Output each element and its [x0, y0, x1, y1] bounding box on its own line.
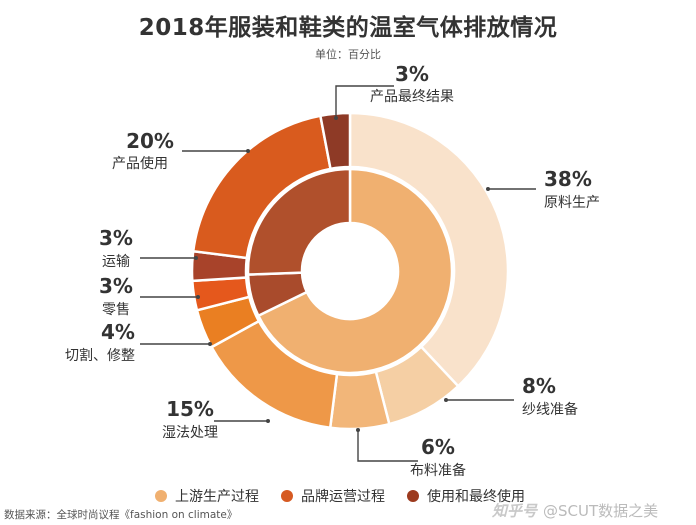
percent-label-3: 6%: [421, 435, 455, 459]
leader-line-9: [335, 85, 394, 118]
percent-label-1: 38%: [544, 167, 592, 191]
inner-ring: [246, 167, 454, 375]
leader-dot-9: [334, 116, 338, 120]
leader-dot-1: [486, 187, 490, 191]
leader-dot-6: [196, 295, 200, 299]
leader-dot-4: [266, 419, 270, 423]
inner-slice-1: [256, 167, 454, 375]
watermark-logo: 知乎号: [492, 502, 538, 520]
data-source: 数据来源：全球时尚议程《fashion on climate》: [4, 509, 238, 521]
outer-ring: [190, 111, 510, 431]
leader-dot-3: [356, 428, 360, 432]
percent-label-9: 3%: [395, 62, 429, 86]
category-label-6: 零售: [102, 302, 130, 318]
legend-swatch-1: [155, 490, 167, 502]
outer-slice-9: [318, 111, 352, 171]
data-labels: 38% 原料生产 8% 纱线准备 6% 布料准备 15% 湿法处理 4% 切割、修整 3% 零售 3% 运…: [65, 62, 600, 479]
percent-label-6: 3%: [99, 274, 133, 298]
percent-label-2: 8%: [522, 374, 556, 398]
category-label-4: 湿法处理: [162, 425, 218, 441]
percent-label-4: 15%: [166, 397, 214, 421]
leader-line-3: [357, 430, 418, 462]
legend-label-3: 使用和最终使用: [427, 489, 525, 505]
legend-label-1: 上游生产过程: [175, 489, 259, 505]
leader-lines: [140, 85, 536, 462]
percent-label-5: 4%: [101, 320, 135, 344]
category-label-5: 切割、修整: [65, 347, 135, 364]
category-label-7: 运输: [102, 254, 130, 270]
legend: 上游生产过程 品牌运营过程 使用和最终使用: [155, 486, 547, 506]
legend-swatch-3: [407, 490, 419, 502]
inner-slice-3: [246, 167, 352, 276]
chart-title: 2018年服装和鞋类的温室气体排放情况: [138, 15, 558, 41]
watermark: 知乎号 @SCUT数据之美: [492, 500, 658, 521]
donut-chart: 38% 原料生产 8% 纱线准备 6% 布料准备 15% 湿法处理 4% 切割、修整 3% 零售 3% 运…: [65, 62, 600, 479]
category-label-3: 布料准备: [410, 462, 466, 479]
category-label-2: 纱线准备: [522, 401, 578, 418]
legend-item-2: 品牌运营过程: [281, 486, 385, 506]
category-label-8: 产品使用: [112, 155, 168, 172]
legend-item-3: 使用和最终使用: [407, 486, 525, 506]
legend-swatch-2: [281, 490, 293, 502]
chart-subtitle: 单位：百分比: [315, 48, 381, 61]
leader-dot-2: [444, 398, 448, 402]
leader-dot-7: [194, 256, 198, 260]
category-label-1: 原料生产: [544, 195, 600, 211]
percent-label-8: 20%: [126, 129, 174, 153]
outer-slice-1: [348, 111, 510, 388]
category-label-9: 产品最终结果: [370, 89, 454, 105]
leader-dot-5: [208, 342, 212, 346]
percent-label-7: 3%: [99, 226, 133, 250]
legend-item-1: 上游生产过程: [155, 486, 259, 506]
leader-dot-8: [246, 149, 250, 153]
watermark-text: @SCUT数据之美: [543, 502, 659, 520]
legend-label-2: 品牌运营过程: [301, 489, 385, 505]
